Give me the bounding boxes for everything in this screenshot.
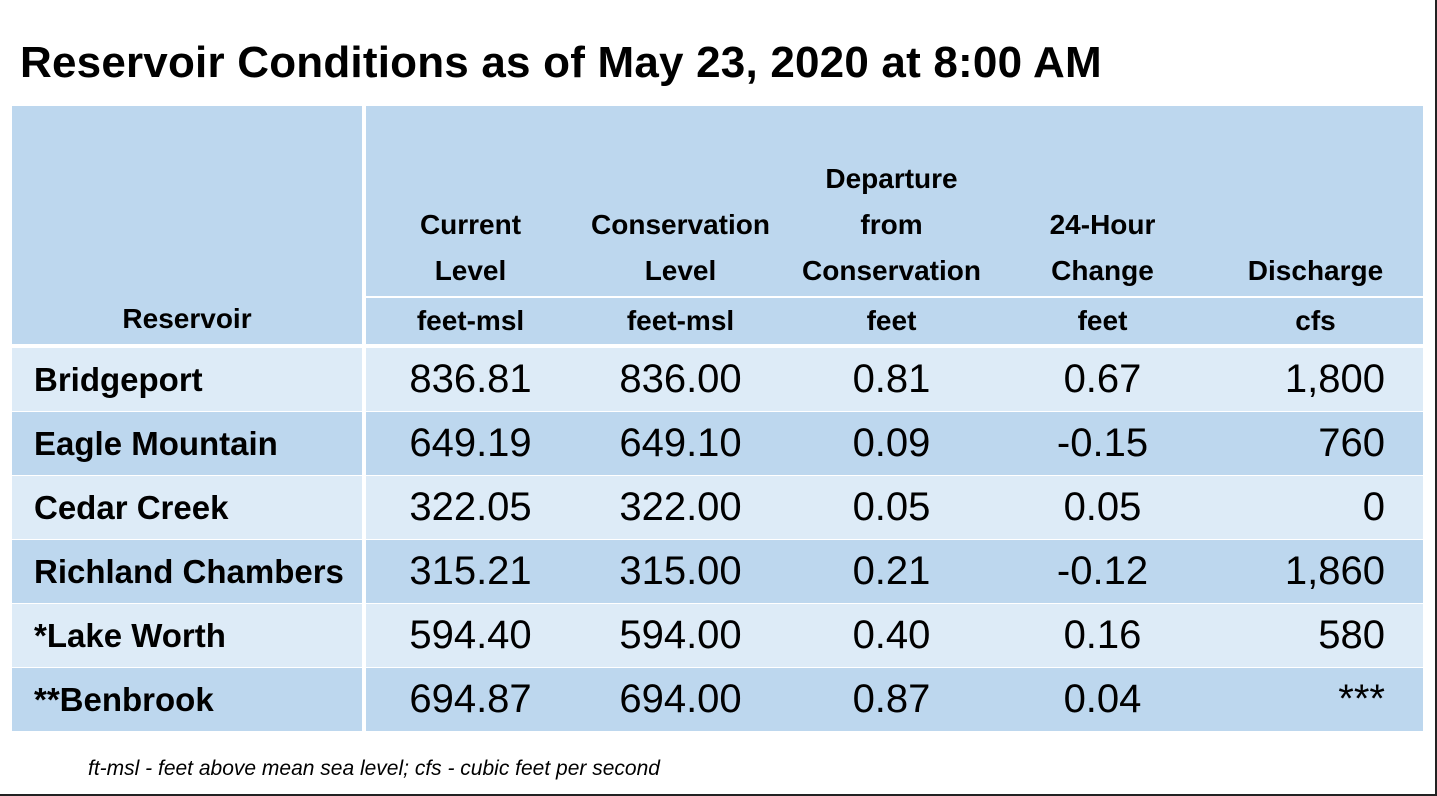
row-current-level: 594.40 xyxy=(362,603,575,668)
row-24hr-change: 0.16 xyxy=(997,603,1208,668)
row-reservoir-name: **Benbrook xyxy=(12,667,364,731)
header-current-line1: Current xyxy=(419,209,522,240)
header-current-line2: Level xyxy=(434,255,507,286)
row-discharge: 0 xyxy=(1208,475,1423,540)
header-conservation-line1: Conservation xyxy=(591,209,770,240)
unit-departure: feet xyxy=(786,296,997,346)
row-current-level: 322.05 xyxy=(362,475,575,540)
row-current-level: 836.81 xyxy=(362,344,575,412)
row-24hr-change: -0.12 xyxy=(997,539,1208,604)
row-24hr-change: 0.04 xyxy=(997,667,1208,731)
unit-current: feet-msl xyxy=(362,296,575,346)
row-current-level: 315.21 xyxy=(362,539,575,604)
row-departure: 0.87 xyxy=(786,667,997,731)
row-departure: 0.81 xyxy=(786,344,997,412)
row-reservoir-name: Cedar Creek xyxy=(12,475,364,540)
header-change-line2: Change xyxy=(1051,255,1154,286)
row-24hr-change: -0.15 xyxy=(997,411,1208,476)
row-discharge: *** xyxy=(1208,667,1423,731)
page-title: Reservoir Conditions as of May 23, 2020 … xyxy=(20,38,1102,87)
row-current-level: 649.19 xyxy=(362,411,575,476)
row-reservoir-name: *Lake Worth xyxy=(12,603,364,668)
row-24hr-change: 0.05 xyxy=(997,475,1208,540)
row-reservoir-name: Richland Chambers xyxy=(12,539,364,604)
row-discharge: 580 xyxy=(1208,603,1423,668)
row-departure: 0.21 xyxy=(786,539,997,604)
table-row: *Lake Worth 594.40 594.00 0.40 0.16 580 xyxy=(12,603,1423,668)
header-current-level: Current Level xyxy=(362,106,575,297)
table-row: Bridgeport 836.81 836.00 0.81 0.67 1,800 xyxy=(12,344,1423,412)
row-conservation-level: 315.00 xyxy=(575,539,786,604)
header-discharge: Discharge xyxy=(1208,106,1423,297)
row-departure: 0.05 xyxy=(786,475,997,540)
header-discharge-line1: Discharge xyxy=(1247,255,1384,286)
unit-conservation: feet-msl xyxy=(575,296,786,346)
header-reservoir: Reservoir xyxy=(12,106,364,346)
row-departure: 0.40 xyxy=(786,603,997,668)
header-24hr-change: 24-Hour Change xyxy=(997,106,1208,297)
row-discharge: 1,860 xyxy=(1208,539,1423,604)
header-departure-line1: Departure xyxy=(825,163,958,194)
row-conservation-level: 594.00 xyxy=(575,603,786,668)
row-24hr-change: 0.67 xyxy=(997,344,1208,412)
header-departure-line3: Conservation xyxy=(802,255,981,286)
table-row: **Benbrook 694.87 694.00 0.87 0.04 *** xyxy=(12,667,1423,731)
table-body: Bridgeport 836.81 836.00 0.81 0.67 1,800… xyxy=(12,344,1423,731)
row-discharge: 760 xyxy=(1208,411,1423,476)
row-reservoir-name: Bridgeport xyxy=(12,344,364,412)
unit-change: feet xyxy=(997,296,1208,346)
table-row: Richland Chambers 315.21 315.00 0.21 -0.… xyxy=(12,539,1423,604)
row-conservation-level: 694.00 xyxy=(575,667,786,731)
row-conservation-level: 649.10 xyxy=(575,411,786,476)
row-conservation-level: 322.00 xyxy=(575,475,786,540)
table-row: Cedar Creek 322.05 322.00 0.05 0.05 0 xyxy=(12,475,1423,540)
row-conservation-level: 836.00 xyxy=(575,344,786,412)
header-reservoir-label: Reservoir xyxy=(122,303,252,334)
header-change-line1: 24-Hour xyxy=(1049,209,1156,240)
row-discharge: 1,800 xyxy=(1208,344,1423,412)
header-departure: Departure from Conservation xyxy=(786,106,997,297)
row-departure: 0.09 xyxy=(786,411,997,476)
header-conservation-level: Conservation Level xyxy=(575,106,786,297)
footnote: ft-msl - feet above mean sea level; cfs … xyxy=(88,757,660,780)
row-current-level: 694.87 xyxy=(362,667,575,731)
table-row: Eagle Mountain 649.19 649.10 0.09 -0.15 … xyxy=(12,411,1423,476)
row-reservoir-name: Eagle Mountain xyxy=(12,411,364,476)
table-header: Reservoir Current Level Conservation Lev… xyxy=(12,106,1423,346)
header-conservation-line2: Level xyxy=(644,255,717,286)
header-departure-line2: from xyxy=(860,209,923,240)
unit-discharge: cfs xyxy=(1208,296,1423,346)
reservoir-table: Reservoir Current Level Conservation Lev… xyxy=(12,106,1423,731)
